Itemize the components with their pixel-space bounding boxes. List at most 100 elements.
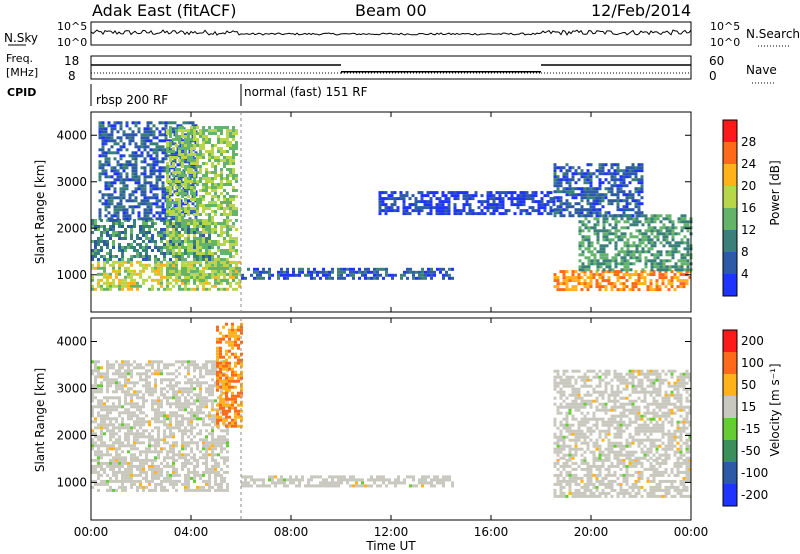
heat-cell	[268, 267, 271, 271]
heat-cell	[531, 191, 535, 195]
heat-cell	[190, 470, 193, 474]
heat-cell	[596, 238, 600, 242]
heat-cell	[619, 214, 623, 218]
heat-cell	[106, 228, 109, 231]
heat-cell	[595, 279, 599, 283]
heat-cell	[97, 252, 100, 255]
heat-cell	[568, 178, 572, 182]
heat-cell	[121, 456, 124, 460]
heat-cell	[217, 267, 220, 270]
heat-cell	[586, 190, 590, 194]
heat-cell	[115, 441, 118, 445]
heat-cell	[686, 220, 690, 224]
heat-cell	[169, 482, 172, 486]
heat-cell	[613, 178, 617, 182]
heat-cell	[163, 255, 166, 258]
heat-cell	[119, 199, 123, 203]
heat-cell	[175, 234, 178, 237]
heat-cell	[671, 247, 675, 251]
heat-cell	[211, 147, 214, 150]
heat-cell	[196, 246, 199, 249]
heat-cell	[623, 220, 627, 224]
heat-cell	[217, 138, 220, 141]
heat-cell	[235, 153, 238, 156]
heat-cell	[634, 273, 638, 277]
heat-cell	[157, 414, 160, 418]
heat-cell	[94, 378, 97, 382]
heat-cell	[423, 206, 427, 210]
heat-cell	[139, 269, 142, 273]
heat-cell	[184, 252, 187, 255]
heat-cell	[107, 121, 111, 125]
heat-cell	[214, 272, 217, 276]
heat-cell	[181, 240, 184, 243]
heat-cell	[128, 199, 132, 203]
heat-cell	[163, 488, 166, 492]
heat-cell	[519, 203, 523, 207]
heat-cell	[154, 399, 157, 403]
heat-cell	[133, 246, 136, 249]
heat-cell	[229, 198, 232, 201]
heat-cell	[106, 378, 109, 382]
heat-cell	[116, 136, 120, 140]
heat-cell	[181, 189, 184, 192]
heat-cell	[589, 178, 593, 182]
heat-cell	[190, 461, 193, 465]
heat-cell	[220, 126, 223, 129]
heat-cell	[97, 390, 100, 394]
heat-cell	[169, 189, 172, 192]
heat-cell	[680, 259, 684, 263]
heat-cell	[169, 476, 172, 480]
heat-cell	[172, 467, 175, 471]
heat-cell	[118, 399, 121, 403]
heat-cell	[169, 264, 172, 267]
heat-cell	[202, 363, 205, 367]
heat-cell	[155, 202, 159, 206]
heat-cell	[208, 240, 211, 243]
heat-cell	[602, 253, 606, 257]
heat-cell	[166, 141, 169, 144]
heat-cell	[122, 205, 126, 209]
heat-cell	[154, 246, 157, 249]
heat-cell	[556, 187, 560, 191]
heat-cell	[160, 411, 163, 415]
heat-cell	[145, 456, 148, 460]
heat-cell	[142, 240, 145, 243]
heat-cell	[118, 278, 121, 282]
heat-cell	[187, 243, 190, 246]
heat-cell	[193, 453, 196, 457]
heat-cell	[157, 231, 160, 234]
heat-cell	[671, 250, 675, 254]
heat-cell	[104, 193, 108, 197]
heat-cell	[181, 228, 184, 231]
heat-cell	[190, 390, 193, 394]
heat-cell	[145, 453, 148, 457]
heat-cell	[136, 447, 139, 451]
heat-cell	[145, 249, 148, 252]
heat-cell	[143, 178, 147, 182]
heat-cell	[130, 269, 133, 273]
heat-cell	[403, 270, 406, 274]
heat-cell	[91, 266, 94, 270]
heat-cell	[109, 453, 112, 457]
heat-cell	[453, 191, 457, 195]
heat-cell	[214, 438, 217, 442]
heat-cell	[219, 346, 222, 350]
heat-cell	[169, 273, 172, 276]
heat-cell	[121, 363, 124, 367]
heat-cell	[193, 162, 196, 165]
heat-cell	[113, 181, 117, 185]
heat-cell	[166, 414, 169, 418]
heat-cell	[148, 420, 151, 424]
heat-cell	[223, 438, 226, 442]
heat-cell	[238, 284, 241, 288]
heat-cell	[643, 270, 647, 274]
heat-cell	[173, 127, 177, 131]
heat-cell	[109, 467, 112, 471]
heat-cell	[97, 243, 100, 246]
heat-cell	[130, 482, 133, 486]
heat-cell	[223, 141, 226, 144]
heat-cell	[151, 399, 154, 403]
heat-cell	[91, 470, 94, 474]
heat-cell	[98, 148, 102, 152]
